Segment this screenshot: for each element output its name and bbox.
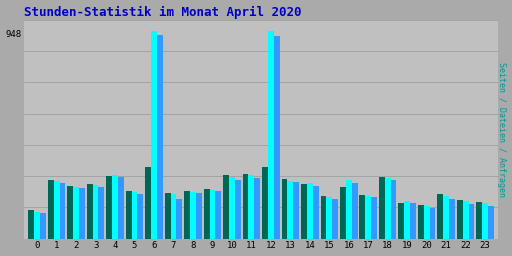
Bar <box>106 176 112 239</box>
Bar <box>385 178 391 239</box>
Bar <box>118 177 124 239</box>
Bar <box>54 181 59 239</box>
Bar <box>223 175 229 239</box>
Bar <box>248 175 254 239</box>
Bar <box>404 201 410 239</box>
Bar <box>126 191 132 239</box>
Bar <box>463 201 468 239</box>
Bar <box>457 200 463 239</box>
Bar <box>170 194 177 239</box>
Bar <box>151 31 157 239</box>
Bar <box>301 185 307 239</box>
Bar <box>410 203 416 239</box>
Bar <box>204 189 209 239</box>
Bar <box>321 196 326 239</box>
Bar <box>379 177 385 239</box>
Bar <box>449 199 455 239</box>
Bar <box>437 194 443 239</box>
Bar <box>137 194 143 239</box>
Bar <box>235 180 241 239</box>
Bar <box>326 197 332 239</box>
Bar <box>352 183 357 239</box>
Bar <box>48 180 54 239</box>
Bar <box>482 203 488 239</box>
Bar <box>67 186 73 239</box>
Bar <box>229 177 235 239</box>
Bar <box>73 187 79 239</box>
Bar <box>177 199 182 239</box>
Bar <box>340 187 346 239</box>
Bar <box>468 204 475 239</box>
Bar <box>262 167 268 239</box>
Bar <box>254 178 260 239</box>
Bar <box>443 196 449 239</box>
Bar <box>157 35 163 239</box>
Bar <box>28 210 34 239</box>
Bar <box>371 197 377 239</box>
Text: Stunden-Statistik im Monat April 2020: Stunden-Statistik im Monat April 2020 <box>25 6 302 19</box>
Bar <box>145 167 151 239</box>
Bar <box>359 195 366 239</box>
Bar <box>287 180 293 239</box>
Bar <box>366 196 371 239</box>
Bar <box>313 186 318 239</box>
Bar <box>418 205 424 239</box>
Bar <box>476 202 482 239</box>
Bar <box>274 36 280 239</box>
Bar <box>40 213 46 239</box>
Y-axis label: Seiten / Dateien / Anfragen: Seiten / Dateien / Anfragen <box>498 62 506 197</box>
Bar <box>268 31 274 239</box>
Bar <box>243 174 248 239</box>
Bar <box>209 190 216 239</box>
Bar <box>332 199 338 239</box>
Bar <box>216 191 221 239</box>
Bar <box>293 182 299 239</box>
Bar <box>98 187 104 239</box>
Bar <box>59 183 66 239</box>
Bar <box>184 191 190 239</box>
Bar <box>488 206 494 239</box>
Bar <box>430 208 435 239</box>
Bar <box>398 203 404 239</box>
Bar <box>190 192 196 239</box>
Bar <box>307 183 313 239</box>
Bar <box>112 175 118 239</box>
Bar <box>424 206 430 239</box>
Bar <box>34 211 40 239</box>
Bar <box>87 185 93 239</box>
Bar <box>346 180 352 239</box>
Bar <box>93 185 98 239</box>
Bar <box>79 188 85 239</box>
Bar <box>132 192 137 239</box>
Bar <box>282 179 287 239</box>
Bar <box>391 180 396 239</box>
Bar <box>165 193 170 239</box>
Bar <box>196 193 202 239</box>
